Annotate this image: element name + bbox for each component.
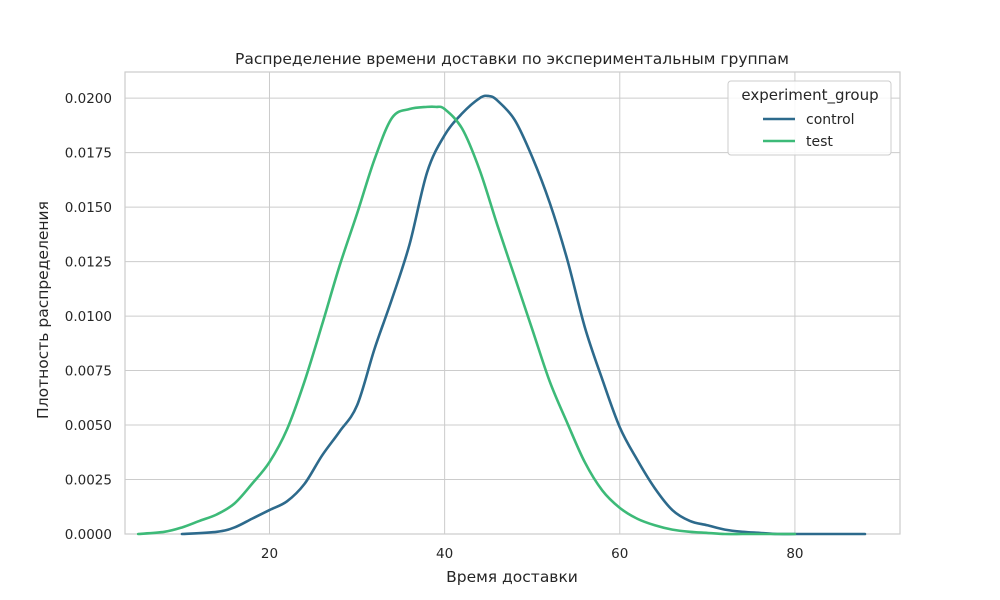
series-line-control bbox=[180, 94, 867, 536]
legend-box bbox=[727, 80, 892, 156]
y-tick-label: 0.0025 bbox=[65, 473, 112, 489]
x-tick-label: 60 bbox=[611, 546, 628, 562]
legend-title: experiment_group bbox=[741, 86, 878, 105]
legend-label-control: control bbox=[806, 112, 855, 128]
y-tick-label: 0.0200 bbox=[65, 91, 112, 107]
y-tick-label: 0.0050 bbox=[65, 418, 112, 434]
y-tick-label: 0.0075 bbox=[65, 364, 112, 380]
legend: experiment_group control test bbox=[727, 80, 892, 156]
grid bbox=[125, 72, 900, 534]
y-tick-labels: 0.0000 0.0025 0.0050 0.0075 0.0100 0.0125 0.01… bbox=[65, 91, 112, 543]
series-line-test bbox=[136, 105, 797, 536]
x-tick-label: 40 bbox=[436, 546, 453, 562]
y-tick-label: 0.0125 bbox=[65, 255, 112, 271]
chart-title: Распределение времени доставки по экспер… bbox=[235, 50, 789, 68]
y-axis-title: Плотность распределения bbox=[34, 201, 52, 419]
x-tick-labels: 20 40 60 80 bbox=[261, 546, 804, 562]
y-tick-label: 0.0175 bbox=[65, 146, 112, 162]
y-tick-label: 0.0150 bbox=[65, 200, 112, 216]
x-tick-label: 20 bbox=[261, 546, 278, 562]
y-tick-label: 0.0100 bbox=[65, 309, 112, 325]
series-lines bbox=[136, 94, 867, 536]
legend-label-test: test bbox=[806, 134, 833, 150]
y-tick-label: 0.0000 bbox=[65, 527, 112, 543]
x-tick-label: 80 bbox=[786, 546, 803, 562]
x-axis-title: Время доставки bbox=[446, 568, 578, 586]
plot-frame bbox=[124, 71, 901, 535]
